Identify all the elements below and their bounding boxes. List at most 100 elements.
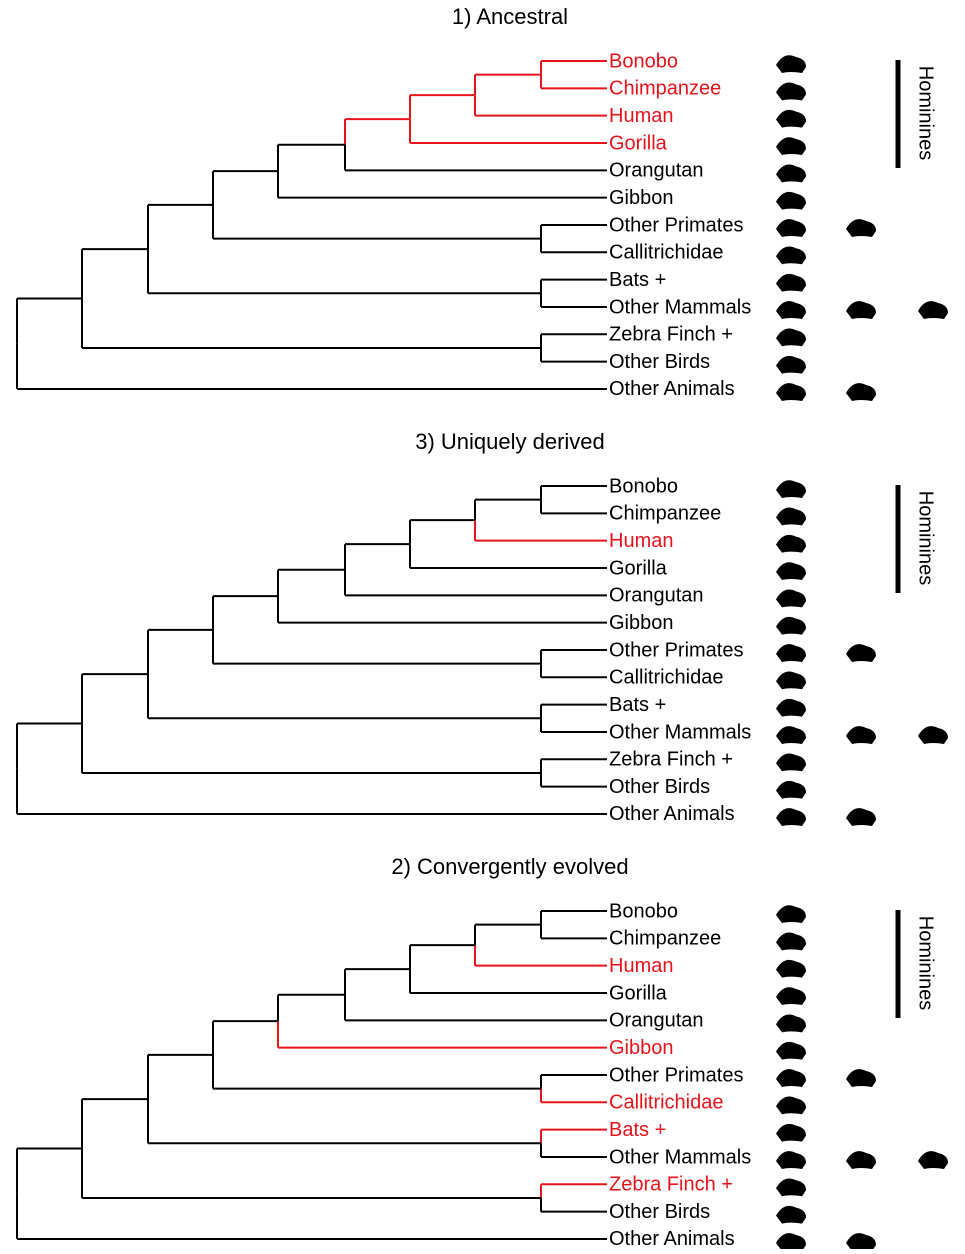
silhouette: [776, 1178, 806, 1197]
silhouette: [776, 355, 806, 374]
silhouette: [776, 753, 806, 772]
taxon-label: Orangutan: [609, 160, 704, 182]
taxon-label: Gorilla: [609, 132, 668, 154]
taxon-label: Other Mammals: [609, 296, 751, 318]
silhouette: [776, 808, 806, 826]
silhouette: [776, 562, 806, 580]
group-label: Hominines: [915, 916, 937, 1010]
taxon-label: Bats +: [609, 694, 666, 716]
taxon-label: Bonobo: [609, 50, 678, 72]
silhouette: [846, 1069, 876, 1087]
silhouette: [776, 905, 806, 923]
silhouette: [776, 82, 806, 101]
tree-panel: 2) Convergently evolved Bonobo Chimpanzee H…: [16, 854, 948, 1251]
silhouette: [776, 616, 806, 635]
silhouette: [776, 164, 806, 183]
taxon-label: Gibbon: [609, 612, 674, 634]
taxon-label: Orangutan: [609, 1010, 704, 1032]
silhouette: [776, 644, 806, 662]
silhouette: [776, 1205, 806, 1224]
silhouette: [846, 644, 876, 662]
silhouette: [776, 246, 806, 265]
taxon-label: Gibbon: [609, 187, 674, 209]
taxon-label: Orangutan: [609, 585, 704, 607]
taxon-label: Callitrichidae: [609, 1092, 724, 1114]
taxon-label: Other Animals: [609, 803, 735, 825]
silhouette: [846, 726, 876, 744]
silhouette: [776, 383, 806, 401]
silhouette: [776, 780, 806, 799]
silhouette: [776, 1069, 806, 1087]
silhouette: [776, 589, 806, 608]
silhouette: [776, 987, 806, 1005]
taxon-label: Gorilla: [609, 557, 668, 579]
panel-title: 1) Ancestral: [452, 4, 568, 29]
silhouette: [776, 137, 806, 155]
panel-title: 2) Convergently evolved: [391, 854, 628, 879]
taxon-label: Zebra Finch +: [609, 749, 733, 771]
group-label: Hominines: [915, 66, 937, 160]
silhouette: [776, 1151, 806, 1169]
group-label: Hominines: [915, 491, 937, 585]
tree-panel: 1) Ancestral Bonobo Chimpanzee Human Gorilla…: [16, 4, 948, 401]
taxon-label: Other Animals: [609, 1228, 735, 1249]
taxon-label: Human: [609, 530, 673, 552]
taxon-label: Chimpanzee: [609, 503, 721, 525]
taxon-label: Zebra Finch +: [609, 324, 733, 346]
taxon-label: Zebra Finch +: [609, 1174, 733, 1196]
taxon-label: Other Birds: [609, 351, 710, 373]
silhouette: [846, 1233, 876, 1251]
silhouette: [776, 1123, 806, 1142]
silhouette: [776, 534, 806, 553]
taxon-label: Chimpanzee: [609, 78, 721, 100]
taxon-label: Other Birds: [609, 776, 710, 798]
silhouette: [846, 1151, 876, 1169]
taxon-label: Gibbon: [609, 1037, 674, 1059]
silhouette: [918, 726, 948, 744]
silhouette: [776, 1233, 806, 1251]
taxon-label: Other Mammals: [609, 1146, 751, 1168]
taxon-label: Other Primates: [609, 639, 743, 661]
silhouette: [918, 301, 948, 319]
silhouette: [776, 109, 806, 128]
silhouette: [776, 932, 806, 951]
panel-title: 3) Uniquely derived: [415, 429, 605, 454]
silhouette: [776, 726, 806, 744]
silhouette: [776, 959, 806, 978]
silhouette: [776, 273, 806, 292]
taxon-label: Callitrichidae: [609, 667, 724, 689]
silhouette: [776, 1014, 806, 1033]
taxon-label: Bats +: [609, 1119, 666, 1141]
taxon-label: Other Primates: [609, 214, 743, 236]
taxon-label: Callitrichidae: [609, 242, 724, 264]
silhouette: [776, 55, 806, 73]
silhouette: [776, 671, 806, 690]
silhouette: [776, 191, 806, 210]
silhouette: [776, 480, 806, 498]
taxon-label: Other Birds: [609, 1201, 710, 1223]
silhouette: [918, 1151, 948, 1169]
taxon-label: Chimpanzee: [609, 928, 721, 950]
taxon-label: Other Animals: [609, 378, 735, 400]
taxon-label: Bonobo: [609, 900, 678, 922]
silhouette: [846, 808, 876, 826]
silhouette: [846, 383, 876, 401]
silhouette: [776, 328, 806, 347]
silhouette: [846, 301, 876, 319]
taxon-label: Other Primates: [609, 1064, 743, 1086]
silhouette: [776, 1096, 806, 1115]
silhouette: [776, 1041, 806, 1060]
taxon-label: Bonobo: [609, 475, 678, 497]
taxon-label: Gorilla: [609, 982, 668, 1004]
silhouette: [846, 219, 876, 237]
taxon-label: Other Mammals: [609, 721, 751, 743]
taxon-label: Human: [609, 105, 673, 127]
silhouette: [776, 507, 806, 526]
silhouette: [776, 301, 806, 319]
silhouette: [776, 698, 806, 717]
taxon-label: Human: [609, 955, 673, 977]
silhouette: [776, 219, 806, 237]
